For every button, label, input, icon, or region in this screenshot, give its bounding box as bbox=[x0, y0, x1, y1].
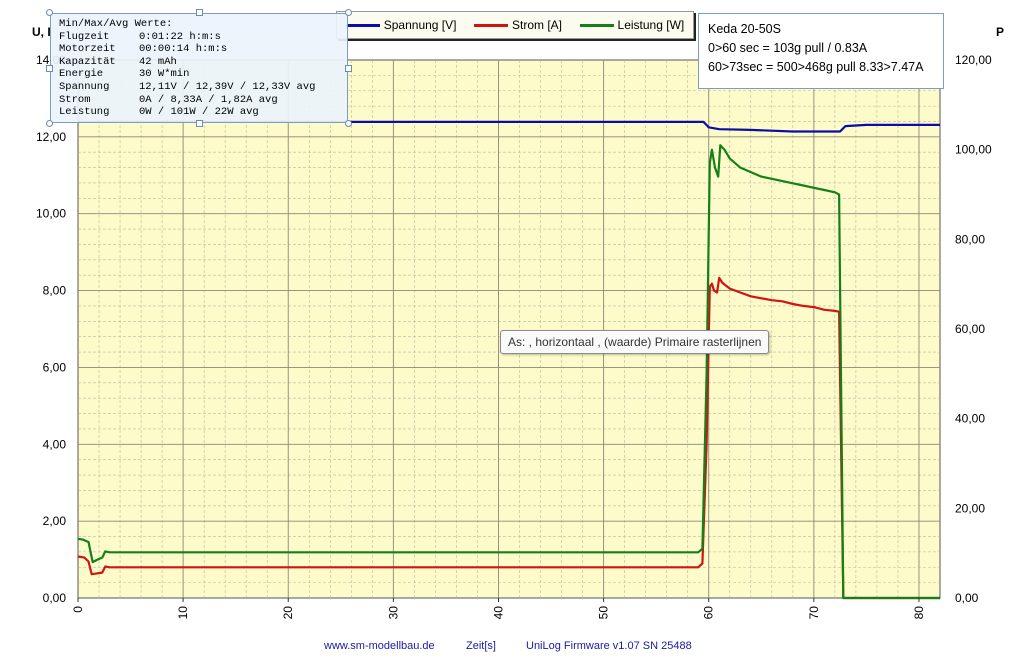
stats-value: 0A / 8,33A / 1,82A avg bbox=[139, 93, 278, 106]
gridline-tooltip: As: , horizontaal , (waarde) Primaire ra… bbox=[500, 330, 770, 354]
y-right-tick-label: 40,00 bbox=[955, 412, 985, 426]
legend-swatch-leistung bbox=[579, 23, 614, 27]
stats-key: Spannung bbox=[59, 80, 110, 93]
x-tick-label: 80 bbox=[912, 606, 926, 620]
resize-handle-bottom-center[interactable] bbox=[196, 120, 203, 127]
x-tick-label: 50 bbox=[597, 606, 611, 620]
resize-handle-top-right[interactable] bbox=[345, 9, 352, 16]
legend-item-strom: Strom [A] bbox=[474, 18, 562, 32]
y-right-tick-label: 100,00 bbox=[955, 143, 992, 157]
series-leistung[interactable] bbox=[77, 144, 940, 600]
stats-row-spannung: Spannung 12,11V / 12,39V / 12,33V avg bbox=[59, 81, 339, 94]
stats-key: Strom bbox=[59, 93, 91, 106]
y-axis-left-title: U, I bbox=[32, 25, 51, 39]
copyright-text: copyright holco.picturepush.com bbox=[10, 645, 184, 657]
x-tick-label: 30 bbox=[386, 606, 400, 620]
resize-handle-top-center[interactable] bbox=[196, 9, 203, 16]
resize-handle-top-left[interactable] bbox=[46, 9, 53, 16]
x-tick-label: 20 bbox=[281, 606, 295, 620]
x-tick-label: 70 bbox=[807, 606, 821, 620]
resize-handle-bottom-right[interactable] bbox=[345, 120, 352, 127]
y-axis-right: 0,00 20,00 40,00 60,00 80,00 100,00 120,00 bbox=[955, 53, 992, 605]
y-right-tick-label: 20,00 bbox=[955, 501, 985, 515]
stats-row-leistung: Leistung 0W / 101W / 22W avg bbox=[59, 106, 339, 119]
stats-value: 0:01:22 h:m:s bbox=[139, 30, 221, 43]
stats-value: 12,11V / 12,39V / 12,33V avg bbox=[139, 80, 316, 93]
plot-area[interactable] bbox=[77, 59, 941, 599]
legend-swatch-spannung bbox=[345, 23, 380, 27]
legend-label-strom: Strom [A] bbox=[512, 18, 563, 32]
stats-row-kapazitaet: Kapazität 42 mAh bbox=[59, 56, 339, 69]
note-box[interactable]: Keda 20-50S 0>60 sec = 103g pull / 0.83A… bbox=[698, 13, 944, 89]
stats-key: Kapazität bbox=[59, 55, 116, 68]
series-strom[interactable] bbox=[77, 276, 940, 600]
stats-row-motorzeit: Motorzeit 00:00:14 h:m:s bbox=[59, 43, 339, 56]
legend-swatch-strom bbox=[474, 23, 508, 27]
stats-value: 0W / 101W / 22W avg bbox=[139, 106, 259, 119]
stats-value: 30 W*min bbox=[139, 68, 190, 81]
x-axis-title: Zeit[s] bbox=[466, 640, 496, 652]
series-spannung[interactable] bbox=[78, 120, 940, 133]
y-left-tick-label: 12,00 bbox=[36, 130, 66, 144]
legend[interactable]: Spannung [V] Strom [A] Leistung [W] bbox=[336, 11, 694, 39]
y-left-tick-label: 6,00 bbox=[43, 360, 67, 374]
x-tick-label: 0 bbox=[71, 606, 85, 613]
resize-handle-bottom-left[interactable] bbox=[46, 120, 53, 127]
note-line-2: 0>60 sec = 103g pull / 0.83A bbox=[708, 41, 868, 55]
stats-value: 42 mAh bbox=[139, 55, 177, 68]
footer-firmware: UniLog Firmware v1.07 SN 25488 bbox=[526, 640, 692, 652]
stats-row-flugzeit: Flugzeit 0:01:22 h:m:s bbox=[59, 31, 339, 44]
legend-label-spannung: Spannung [V] bbox=[383, 18, 457, 32]
y-axis-right-title: P bbox=[996, 25, 1005, 39]
footer-website[interactable]: www.sm-modellbau.de bbox=[323, 640, 435, 652]
resize-handle-middle-left[interactable] bbox=[46, 65, 53, 72]
stats-key: Flugzeit bbox=[59, 30, 110, 43]
x-tick-label: 40 bbox=[491, 606, 505, 620]
y-left-tick-label: 10,00 bbox=[36, 207, 66, 221]
stats-title: Min/Max/Avg Werte: bbox=[59, 18, 173, 30]
stats-value: 00:00:14 h:m:s bbox=[139, 43, 228, 56]
x-axis: 0 10 20 30 40 50 60 70 80 bbox=[71, 598, 926, 619]
note-line-1: Keda 20-50S bbox=[708, 22, 781, 36]
x-tick-label: 60 bbox=[702, 606, 716, 620]
stats-box[interactable]: Min/Max/Avg Werte: Flugzeit 0:01:22 h:m:s… bbox=[50, 13, 348, 123]
y-left-tick-label: 8,00 bbox=[43, 284, 67, 298]
stats-key: Motorzeit bbox=[59, 43, 116, 56]
y-left-tick-label: 4,00 bbox=[43, 437, 67, 451]
stats-key: Leistung bbox=[59, 106, 110, 119]
y-right-tick-label: 0,00 bbox=[955, 591, 979, 605]
y-right-tick-label: 60,00 bbox=[955, 322, 985, 336]
note-line-3: 60>73sec = 500>468g pull 8.33>7.47A bbox=[708, 60, 924, 74]
legend-item-leistung: Leistung [W] bbox=[579, 18, 685, 32]
legend-item-spannung: Spannung [V] bbox=[345, 18, 457, 32]
y-right-tick-label: 120,00 bbox=[955, 53, 992, 67]
legend-label-leistung: Leistung [W] bbox=[617, 18, 685, 32]
stats-row-energie: Energie 30 W*min bbox=[59, 68, 339, 81]
y-left-tick-label: 2,00 bbox=[43, 514, 67, 528]
stats-row-strom: Strom 0A / 8,33A / 1,82A avg bbox=[59, 94, 339, 107]
y-right-tick-label: 80,00 bbox=[955, 232, 985, 246]
x-tick-label: 10 bbox=[176, 606, 190, 620]
stats-key: Energie bbox=[59, 68, 104, 81]
y-left-tick-label: 0,00 bbox=[43, 591, 67, 605]
series-lines bbox=[77, 120, 940, 600]
resize-handle-middle-right[interactable] bbox=[345, 65, 352, 72]
